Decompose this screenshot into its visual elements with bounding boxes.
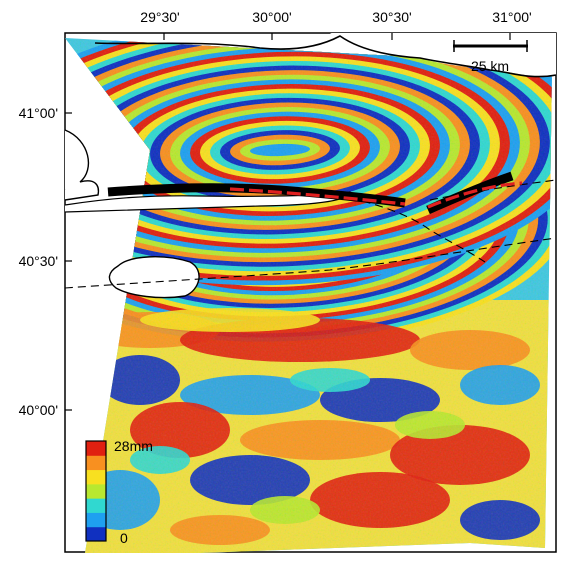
colorbar-cells: [86, 441, 106, 542]
fault-trace-dashed-3: [429, 179, 557, 201]
lat-label-2: 40°30': [19, 253, 58, 269]
colorbar-cell: [86, 483, 106, 499]
western-shore-mask: [65, 180, 99, 200]
fault-trace-dashed-1: [64, 237, 557, 289]
frame-ticks: [65, 33, 511, 411]
scale-bar: 25 km: [453, 40, 528, 74]
colorbar-cell: [86, 469, 106, 485]
surface-break: [229, 181, 523, 209]
lake-iznik: [108, 256, 200, 299]
colorbar: 28mm 0: [85, 438, 153, 546]
fault-trace-dashed-2: [349, 197, 486, 263]
western-coastline: [64, 129, 100, 201]
izmit-gulf: [65, 192, 350, 212]
lon-label-4: 31°00': [492, 9, 531, 25]
lat-label-3: 40°00': [19, 402, 58, 418]
lon-label-3: 30°30': [372, 9, 411, 25]
lat-label-1: 41°00': [19, 105, 58, 121]
lon-label-2: 30°00': [252, 9, 291, 25]
scale-bar-label: 25 km: [471, 58, 509, 74]
colorbar-max-label: 28mm: [114, 438, 153, 454]
colorbar-cell: [86, 512, 106, 528]
colorbar-cell: [86, 498, 106, 513]
colorbar-cell: [86, 441, 106, 456]
northern-coastline: [94, 35, 557, 78]
black-sea-area: [330, 33, 556, 77]
colorbar-cell: [86, 526, 106, 542]
sea-of-marmara-area: [65, 33, 89, 190]
colorbar-cell: [86, 455, 106, 471]
colorbar-frame: [85, 440, 107, 542]
colorbar-min-label: 0: [120, 530, 128, 546]
lon-label-1: 29°30': [140, 9, 179, 25]
interferogram-swath: [65, 38, 552, 553]
